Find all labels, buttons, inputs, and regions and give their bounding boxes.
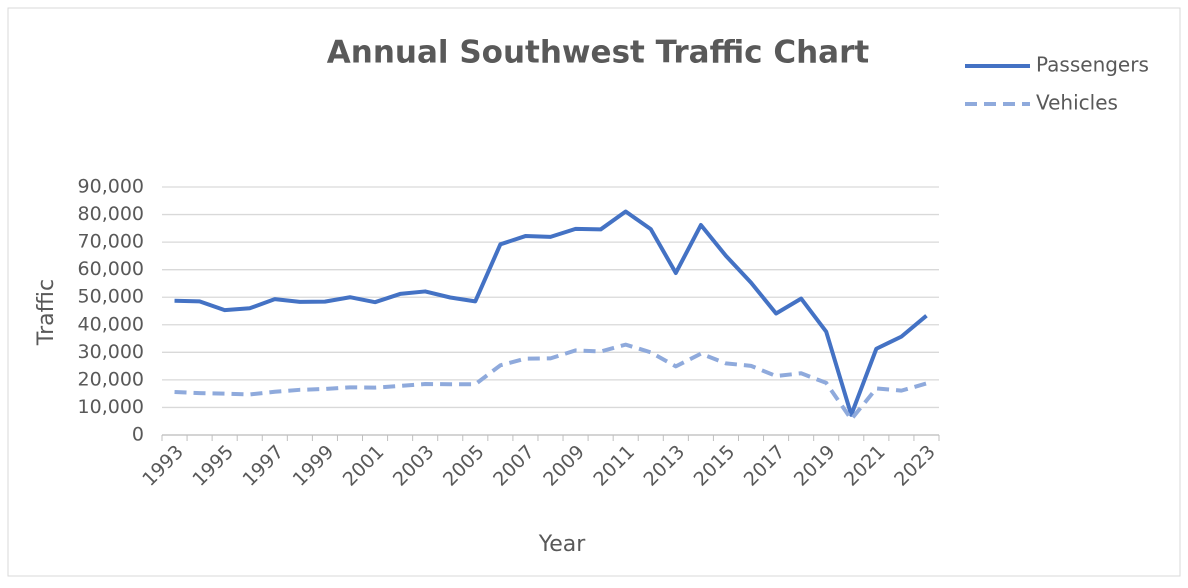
y-axis-label: Traffic — [34, 279, 59, 346]
y-tick-label: 20,000 — [78, 368, 144, 390]
x-axis-label: Year — [538, 532, 587, 557]
y-tick-label: 90,000 — [78, 176, 144, 198]
y-tick-label: 50,000 — [78, 286, 144, 308]
series-line — [174, 342, 928, 422]
series-line — [174, 209, 928, 417]
y-tick-label: 10,000 — [78, 396, 144, 418]
chart-border — [7, 7, 1181, 577]
legend-label: Vehicles — [1036, 91, 1118, 115]
chart-title: Annual Southwest Traffic Chart — [327, 35, 870, 71]
y-tick-label: 80,000 — [78, 203, 144, 225]
y-tick-label: 40,000 — [78, 313, 144, 335]
y-tick-label: 70,000 — [78, 231, 144, 253]
y-tick-label: 0 — [132, 424, 144, 446]
legend-label: Passengers — [1036, 53, 1149, 77]
y-tick-label: 30,000 — [78, 341, 144, 363]
y-tick-label: 60,000 — [78, 258, 144, 280]
